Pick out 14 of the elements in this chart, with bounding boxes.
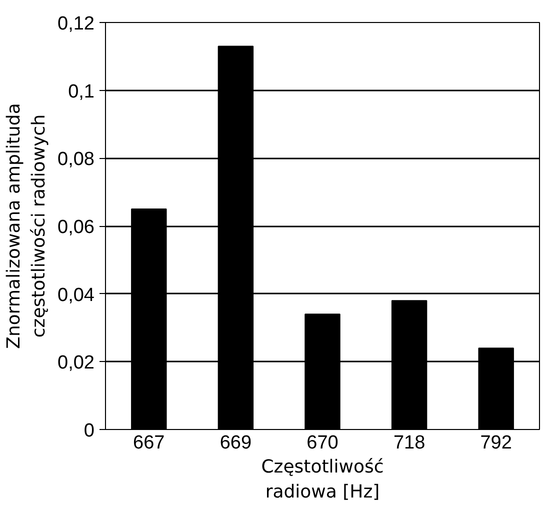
- x-tick-label: 667: [133, 432, 165, 454]
- y-tick-label: 0,08: [58, 149, 95, 170]
- x-tick-label: 670: [306, 432, 338, 454]
- y-axis-title: Znormalizowana amplituda częstotliwości radiowych: [3, 103, 50, 349]
- x-tick-label: 718: [393, 432, 426, 454]
- y-tick-label: 0: [84, 420, 95, 442]
- y-tick-label: 0,06: [58, 217, 95, 238]
- y-tick-label: 0,04: [58, 284, 95, 306]
- y-tick-label: 0,02: [58, 352, 95, 374]
- x-tick-label: 669: [220, 432, 252, 454]
- x-axis-title: Częstotliwość radiowa [Hz]: [261, 456, 384, 503]
- x-tick-label: 792: [480, 432, 512, 454]
- y-tick-label: 0,12: [58, 14, 95, 34]
- y-tick-label: 0,1: [68, 81, 95, 102]
